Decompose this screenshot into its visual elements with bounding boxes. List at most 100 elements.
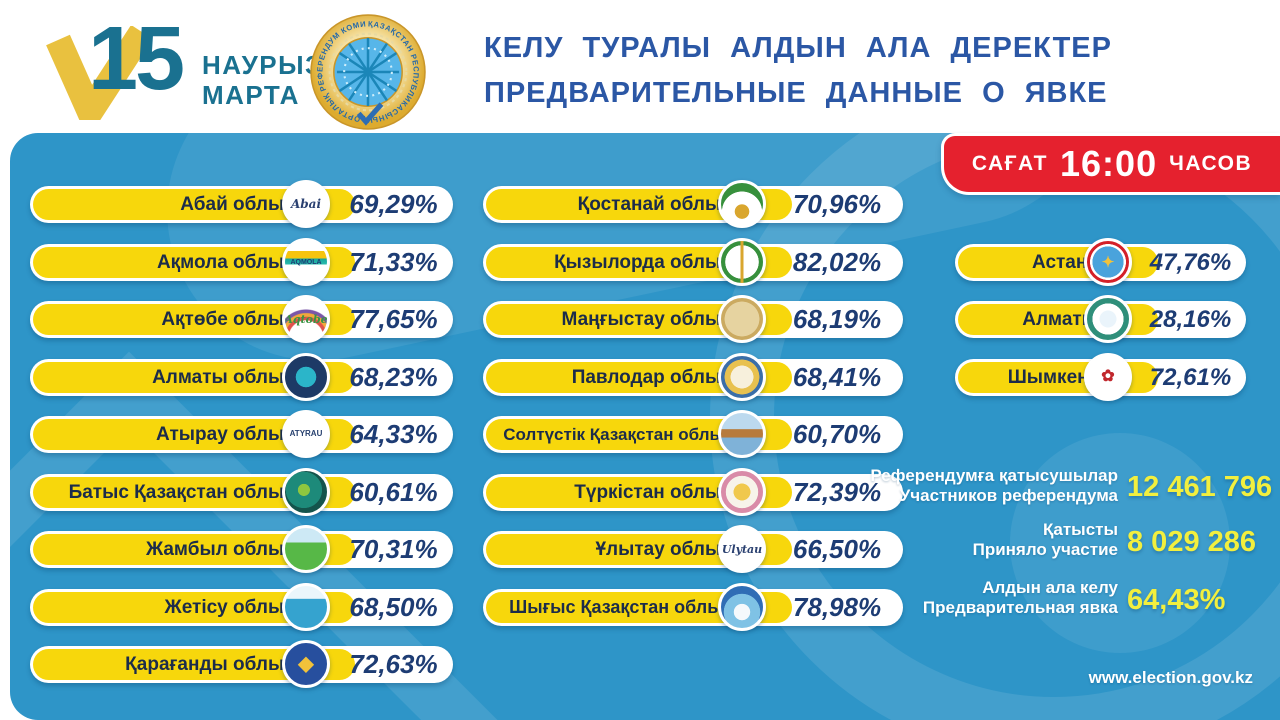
turnout-value: 68,19% xyxy=(792,304,882,334)
region-row: Шымкент қ. ✿ 72,61% xyxy=(955,353,1246,401)
region-emblem-icon xyxy=(282,468,330,516)
turnout-value: 28,16% xyxy=(1149,305,1232,333)
region-row: Батыс Қазақстан облысы 60,61% xyxy=(30,468,453,516)
turnout-value: 60,61% xyxy=(349,477,438,507)
turnout-value: 82,02% xyxy=(792,247,882,277)
time-badge-suffix: ЧАСОВ xyxy=(1169,152,1253,175)
total-label-kk: Алдын ала келу xyxy=(982,578,1118,597)
turnout-value: 70,31% xyxy=(349,534,438,564)
total-value: 12 461 796 xyxy=(1127,471,1273,503)
region-emblem-glyph: ✿ xyxy=(1101,368,1115,385)
region-emblem-icon xyxy=(1084,295,1132,343)
turnout-value: 47,76% xyxy=(1149,248,1232,276)
region-emblem-icon xyxy=(718,468,766,516)
region-emblem-icon: Abai xyxy=(282,180,330,228)
page-title: КЕЛУ ТУРАЛЫ АЛДЫН АЛА ДЕРЕКТЕР ПРЕДВАРИТ… xyxy=(484,26,1112,116)
logo-date-words: НАУРЫЗ МАРТА xyxy=(202,50,323,110)
region-emblem-icon xyxy=(282,353,330,401)
region-emblem-glyph: AQMOLA xyxy=(290,258,322,266)
total-label: Қатысты Приняло участие xyxy=(973,520,1118,560)
region-emblem-icon: ATYRAU xyxy=(282,410,330,458)
region-emblem-icon xyxy=(718,410,766,458)
turnout-value: 71,33% xyxy=(349,247,438,277)
region-emblem-glyph: Aqtobe xyxy=(284,312,328,326)
turnout-value: 64,33% xyxy=(349,419,438,449)
region-row: Ұлытау облысы Ulytau 66,50% xyxy=(483,525,903,573)
region-row: Шығыс Қазақстан облысы 78,98% xyxy=(483,583,903,631)
turnout-value: 70,96% xyxy=(792,189,882,219)
total-label: Референдумға қатысушылар Участников рефе… xyxy=(870,466,1118,506)
checkmark-logo-icon xyxy=(46,26,150,120)
title-ru: ПРЕДВАРИТЕЛЬНЫЕ ДАННЫЕ О ЯВКЕ xyxy=(484,77,1108,109)
turnout-value: 77,65% xyxy=(349,304,438,334)
total-label-ru: Предварительная явка xyxy=(922,598,1118,617)
region-label: Қостанай облысы xyxy=(577,193,748,215)
region-row: Абай облысы Abai 69,29% xyxy=(30,180,453,228)
region-label: Қарағанды облысы xyxy=(125,653,311,675)
turnout-value: 72,39% xyxy=(792,477,882,507)
region-emblem-glyph: ✦ xyxy=(1101,253,1115,271)
region-emblem-icon xyxy=(282,583,330,631)
region-label: Алматы облысы xyxy=(152,366,311,388)
region-label: Ақмола облысы xyxy=(156,251,311,273)
turnout-value: 69,29% xyxy=(349,189,438,219)
region-emblem-glyph: Abai xyxy=(290,197,322,211)
region-emblem-icon: ✦ xyxy=(1084,238,1132,286)
region-emblem-glyph: ◆ xyxy=(298,653,314,675)
seal-check-icon xyxy=(356,102,384,126)
title-kk: КЕЛУ ТУРАЛЫ АЛДЫН АЛА ДЕРЕКТЕР xyxy=(484,32,1112,64)
region-label: Шығыс Қазақстан облысы xyxy=(509,597,748,617)
region-row: Ақтөбе облысы Aqtobe 77,65% xyxy=(30,295,453,343)
background-circle-decoration xyxy=(1010,433,1230,653)
logo-date-number: 15 xyxy=(88,9,185,109)
region-emblem-icon xyxy=(718,238,766,286)
region-label: Павлодар облысы xyxy=(571,366,748,388)
region-row: Астана қ. ✦ 47,76% xyxy=(955,238,1246,286)
total-value: 8 029 286 xyxy=(1127,526,1257,558)
region-emblem-icon xyxy=(718,295,766,343)
region-row: Жетісу облысы 68,50% xyxy=(30,583,453,631)
region-emblem-icon: Aqtobe xyxy=(282,295,330,343)
total-label-ru: Участников референдума xyxy=(899,486,1118,505)
total-label: Алдын ала келу Предварительная явка xyxy=(923,578,1118,618)
logo-month-kk: НАУРЫЗ xyxy=(202,50,323,80)
turnout-value: 66,50% xyxy=(792,534,882,564)
region-label: Солтүстік Қазақстан облысы xyxy=(503,424,748,444)
region-emblem-icon: Ulytau xyxy=(718,525,766,573)
region-emblem-icon: ◆ xyxy=(282,640,330,688)
region-row: Қостанай облысы 70,96% xyxy=(483,180,903,228)
website-url: www.election.gov.kz xyxy=(1088,668,1253,687)
time-badge-time: 16:00 xyxy=(1060,143,1158,184)
region-row: Ақмола облысы AQMOLA 71,33% xyxy=(30,238,453,286)
total-label-kk: Референдумға қатысушылар xyxy=(870,466,1118,485)
region-emblem-glyph: Ulytau xyxy=(721,542,763,556)
region-label: Маңғыстау облысы xyxy=(561,308,748,330)
region-emblem-icon xyxy=(282,525,330,573)
region-emblem-icon xyxy=(718,180,766,228)
total-label-kk: Қатысты xyxy=(1043,520,1118,539)
region-row: Алматы қ. 28,16% xyxy=(955,295,1246,343)
region-label: Ұлытау облысы xyxy=(595,538,748,560)
turnout-value: 68,23% xyxy=(349,362,438,392)
region-row: Алматы облысы 68,23% xyxy=(30,353,453,401)
region-emblem-icon: AQMOLA xyxy=(282,238,330,286)
region-row: Павлодар облысы 68,41% xyxy=(483,353,903,401)
region-label: Қызылорда облысы xyxy=(554,251,748,273)
region-label: Батыс Қазақстан облысы xyxy=(68,481,311,503)
total-value: 64,43% xyxy=(1127,584,1226,616)
total-label-ru: Приняло участие xyxy=(972,540,1118,559)
region-row: Солтүстік Қазақстан облысы 60,70% xyxy=(483,410,903,458)
region-emblem-glyph: ATYRAU xyxy=(289,429,323,438)
time-badge-prefix: САҒАТ xyxy=(971,152,1049,175)
region-label: Жетісу облысы xyxy=(164,596,311,618)
region-emblem-icon xyxy=(718,583,766,631)
central-referendum-commission-seal-icon: ҚАЗАҚСТАН РЕСПУБЛИКАСЫНЫҢ ОРТАЛЫҚ РЕФЕРЕ… xyxy=(310,14,426,130)
time-badge: САҒАТ 16:00 ЧАСОВ xyxy=(941,133,1280,195)
region-emblem-icon: ✿ xyxy=(1084,353,1132,401)
region-row: Атырау облысы ATYRAU 64,33% xyxy=(30,410,453,458)
turnout-value: 68,41% xyxy=(792,362,882,392)
region-label: Абай облысы xyxy=(180,193,311,215)
turnout-value: 72,63% xyxy=(349,649,438,679)
region-emblem-icon xyxy=(718,353,766,401)
